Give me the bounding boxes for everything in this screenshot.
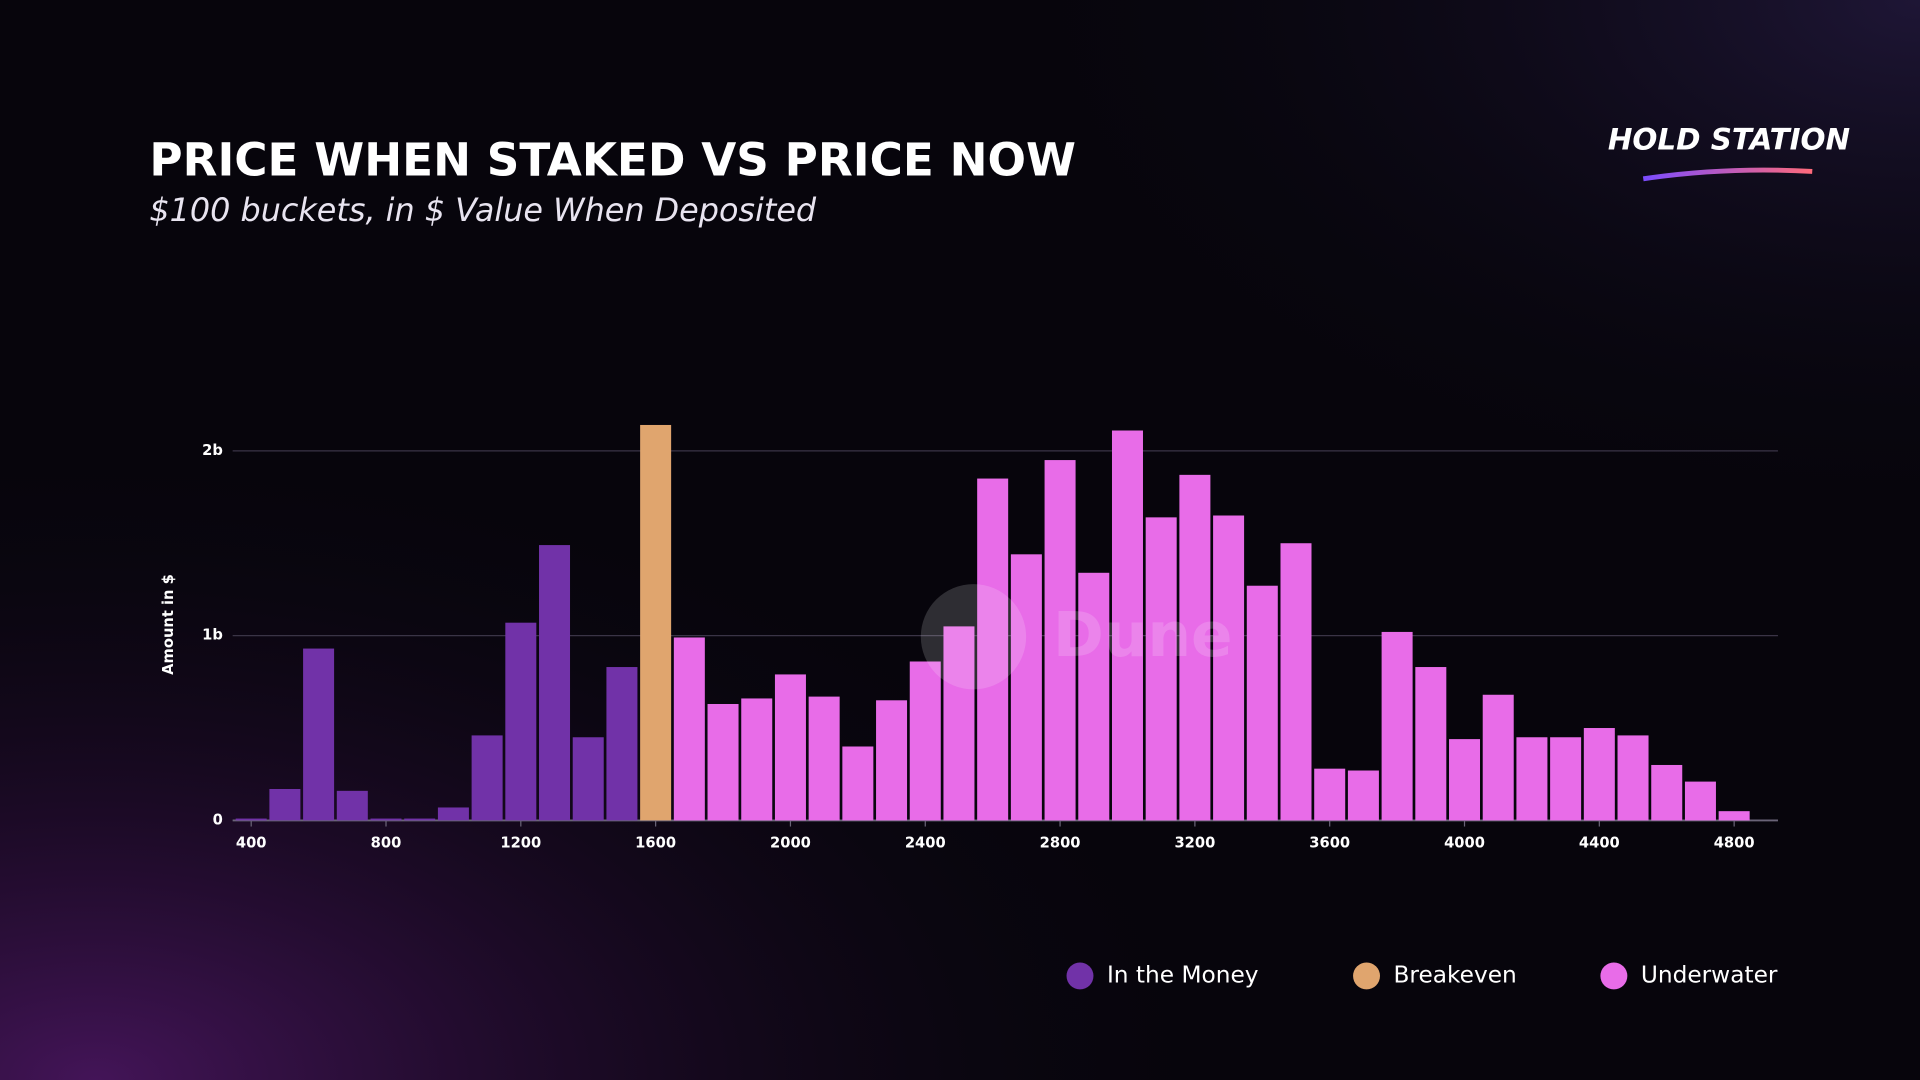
chart-title: PRICE WHEN STAKED VS PRICE NOW: [149, 133, 1076, 186]
chart-subtitle: $100 buckets, in $ Value When Deposited: [149, 191, 817, 229]
bar: [303, 648, 335, 821]
logo-swoosh: [1642, 167, 1813, 182]
legend-label: In the Money: [1107, 961, 1259, 988]
x-tick-label: 800: [371, 835, 402, 852]
bar: [1550, 737, 1582, 821]
y-axis-label: Amount in $: [160, 574, 177, 675]
bar: [1246, 585, 1278, 821]
bar: [235, 818, 267, 821]
y-tick-label: 2b: [202, 442, 223, 459]
bar: [1381, 631, 1413, 821]
bar: [1213, 515, 1245, 821]
bar: [1010, 554, 1042, 821]
legend-swatch: [1600, 962, 1628, 990]
bar: [842, 746, 874, 821]
bar: [640, 424, 672, 821]
bar: [1651, 764, 1683, 821]
bar: [808, 696, 840, 821]
x-tick-label: 3600: [1309, 835, 1350, 852]
x-tick-label: 400: [236, 835, 267, 852]
watermark: Dune: [1053, 600, 1233, 671]
bar: [1617, 735, 1649, 821]
x-tick-label: 4800: [1714, 835, 1755, 852]
bar: [336, 790, 368, 821]
legend-swatch: [1353, 962, 1380, 990]
bar: [977, 478, 1009, 821]
y-tick-label: 1b: [202, 627, 223, 644]
bar: [1078, 572, 1110, 821]
bar: [707, 703, 739, 821]
x-tick-label: 4000: [1444, 835, 1485, 852]
bar: [471, 735, 503, 821]
bar: [1280, 543, 1312, 821]
bar: [909, 661, 941, 821]
logo: HOLD STATION: [1608, 122, 1850, 156]
legend-label: Underwater: [1641, 961, 1778, 988]
bar: [572, 737, 604, 821]
legend-label: Breakeven: [1393, 961, 1516, 988]
x-tick-label: 3200: [1174, 835, 1215, 852]
bar: [1482, 694, 1514, 821]
bar: [370, 818, 402, 821]
bar: [1583, 728, 1615, 821]
bar: [1684, 781, 1716, 821]
x-tick-label: 4400: [1579, 835, 1620, 852]
bar: [606, 667, 638, 821]
y-tick-label: 0: [213, 811, 223, 828]
bar: [1516, 737, 1548, 821]
bar: [269, 788, 301, 821]
x-tick-label: 1200: [500, 835, 541, 852]
bar: [1145, 517, 1177, 821]
bar: [1044, 460, 1076, 821]
bar: [774, 674, 806, 821]
x-tick-label: 2000: [770, 835, 811, 852]
bar: [437, 807, 469, 821]
bar: [505, 622, 537, 821]
bar: [741, 698, 773, 821]
bar: [404, 818, 436, 821]
bar: [1314, 768, 1346, 821]
bar: [539, 545, 571, 821]
legend-swatch: [1066, 962, 1094, 990]
bar: [1415, 667, 1447, 821]
bar: [673, 637, 705, 821]
x-tick-label: 1600: [635, 835, 676, 852]
x-tick-label: 2800: [1040, 835, 1081, 852]
bar: [1347, 770, 1379, 821]
bar: [1449, 739, 1481, 821]
bar: [943, 626, 975, 821]
watermark-logo: [920, 584, 1027, 690]
bar: [1718, 811, 1750, 821]
bar: [1179, 474, 1211, 821]
bar: [876, 700, 908, 821]
bar: [1111, 430, 1143, 821]
x-tick-label: 2400: [905, 835, 946, 852]
